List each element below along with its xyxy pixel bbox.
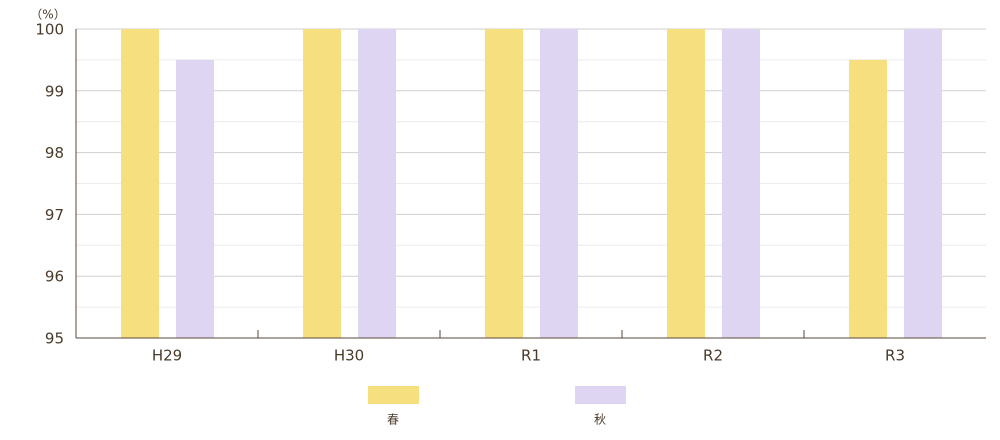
bar bbox=[358, 29, 396, 338]
legend-label: 春 bbox=[387, 413, 399, 427]
x-tick-label: R1 bbox=[521, 347, 541, 365]
y-tick-label: 98 bbox=[45, 144, 64, 162]
x-tick-label: R3 bbox=[885, 347, 905, 365]
y-tick-label: 99 bbox=[45, 82, 64, 100]
bar bbox=[904, 29, 942, 338]
y-tick-label: 97 bbox=[45, 206, 64, 224]
unit-label: （%） bbox=[30, 8, 65, 22]
x-tick-label: R2 bbox=[703, 347, 723, 365]
x-tick-label: H30 bbox=[334, 347, 364, 365]
legend-swatch bbox=[575, 386, 626, 404]
legend-swatch bbox=[368, 386, 419, 404]
bar bbox=[121, 29, 159, 338]
y-tick-label: 95 bbox=[45, 330, 64, 348]
bar bbox=[540, 29, 578, 338]
bar bbox=[303, 29, 341, 338]
bar bbox=[722, 29, 760, 338]
y-tick-label: 100 bbox=[35, 21, 64, 39]
bar bbox=[176, 59, 214, 339]
bar bbox=[849, 59, 887, 339]
x-tick-label: H29 bbox=[152, 347, 182, 365]
y-tick-label: 96 bbox=[45, 268, 64, 286]
bar bbox=[667, 29, 705, 338]
bar bbox=[485, 29, 523, 338]
legend-label: 秋 bbox=[594, 413, 606, 427]
